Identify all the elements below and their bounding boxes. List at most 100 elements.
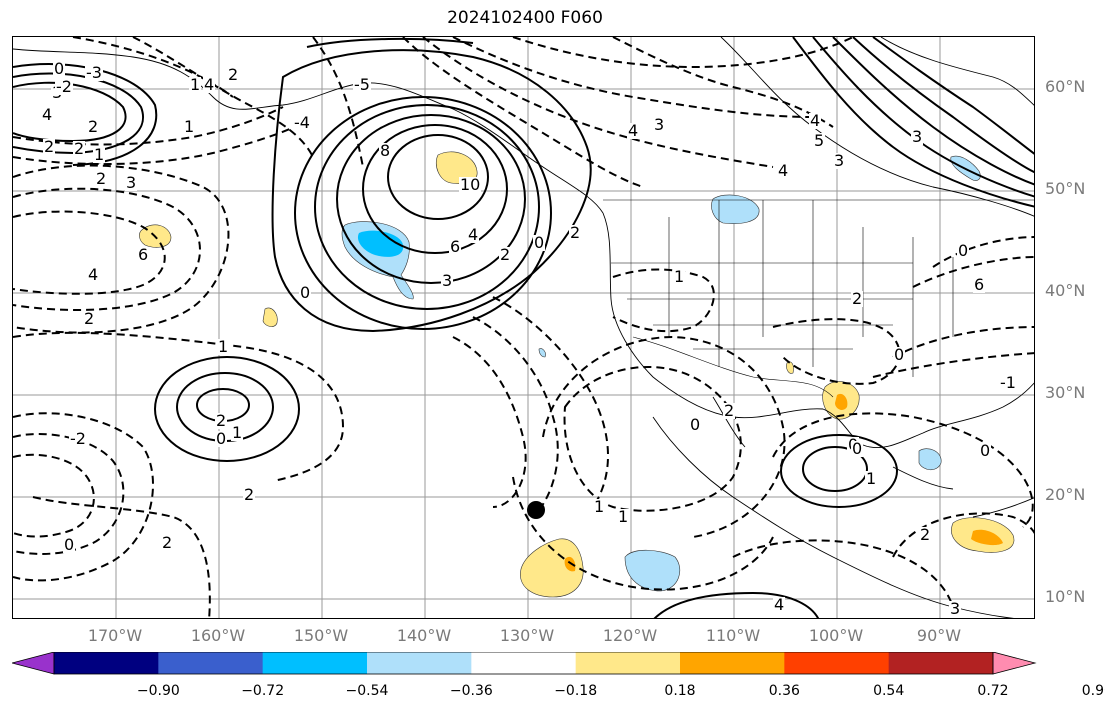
colorbar-tick-label: 0.18 xyxy=(664,683,696,699)
contour-label: 3 xyxy=(125,173,138,192)
contour-label: 6 xyxy=(973,275,986,294)
patch-cyan xyxy=(357,230,404,257)
contour-label: 4 xyxy=(773,595,786,614)
lon-label-90w: 90°W xyxy=(916,626,962,645)
lat-label-30n: 30°N xyxy=(1045,383,1086,402)
patch-yellow xyxy=(520,538,584,598)
lon-label-100w: 100°W xyxy=(808,626,864,645)
contour-label: 1 xyxy=(593,497,606,516)
colorbar-segment xyxy=(54,652,159,674)
lon-label-160w: 160°W xyxy=(190,626,246,645)
colorbar-tick-label: 0.36 xyxy=(768,683,800,699)
colorbar-segment xyxy=(367,652,472,674)
station-marker xyxy=(527,501,545,519)
coastlines xyxy=(13,37,1034,618)
colorbar-segment xyxy=(680,652,785,674)
contour-label: 1 xyxy=(183,117,196,136)
colorbar-tick-label: −0.90 xyxy=(136,683,180,699)
patch-orange xyxy=(835,393,848,410)
contour-label: 0 xyxy=(215,429,228,448)
contour-label: 2 xyxy=(215,411,228,430)
patch-yellow xyxy=(262,307,278,327)
contour-label: -1 xyxy=(999,373,1017,392)
patch-lightblue xyxy=(538,348,546,358)
contour-label: 4 xyxy=(777,161,790,180)
contour-label: 0 xyxy=(63,535,76,554)
contour-label: 2 xyxy=(73,139,86,158)
positive-contours xyxy=(13,37,1034,618)
contour-label: 0 xyxy=(893,345,906,364)
contour-label: 2 xyxy=(569,223,582,242)
contour-label: 4 xyxy=(87,265,100,284)
contour-label: 8 xyxy=(379,141,392,160)
lat-label-60n: 60°N xyxy=(1045,77,1086,96)
contour-label: 3 xyxy=(653,115,666,134)
contour-label: 1 xyxy=(673,267,686,286)
contour-label: 1 xyxy=(217,337,230,356)
contour-label: 0 xyxy=(979,441,992,460)
contour-label: 4 xyxy=(467,225,480,244)
contour-label: 2 xyxy=(227,65,240,84)
colorbar-segment xyxy=(784,652,890,674)
contour-label: 10 xyxy=(459,175,482,194)
negative-contours xyxy=(13,37,1034,618)
contour-label: 1 xyxy=(189,75,202,94)
contour-label: 3 xyxy=(949,599,962,618)
contour-label: 4 xyxy=(809,111,822,130)
contour-label: 0 xyxy=(957,241,970,260)
patch-lightblue xyxy=(918,448,942,471)
shaded-patches xyxy=(139,151,1015,598)
contour-label: -2 xyxy=(69,429,87,448)
patch-orange xyxy=(971,529,1003,546)
contour-label: 2 xyxy=(83,309,96,328)
colorbar-segment xyxy=(575,652,681,674)
colorbar-segment xyxy=(158,652,264,674)
map-title: 2024102400 F060 xyxy=(447,8,603,28)
colorbar-tick-label: 0.72 xyxy=(977,683,1009,699)
contour-label: 3 xyxy=(833,151,846,170)
contour-label: 0 xyxy=(689,415,702,434)
contour-label: 4 xyxy=(203,75,216,94)
contour-label: 2 xyxy=(499,245,512,264)
contour-label: 0 xyxy=(533,233,546,252)
contour-label: 6 xyxy=(449,237,462,256)
contour-label: 2 xyxy=(161,533,174,552)
contour-label: 1 xyxy=(231,423,244,442)
lon-label-140w: 140°W xyxy=(396,626,452,645)
colorbar-segment xyxy=(262,652,368,674)
contour-label: -2 xyxy=(55,77,73,96)
contour-label: 0 xyxy=(851,439,864,458)
lon-label-120w: 120°W xyxy=(602,626,658,645)
contour-label: 0 xyxy=(299,283,312,302)
colorbar-tick-label: −0.72 xyxy=(241,683,285,699)
lat-label-20n: 20°N xyxy=(1045,485,1086,504)
lon-label-130w: 130°W xyxy=(499,626,555,645)
contour-label: 1 xyxy=(865,469,878,488)
colorbar-tick-label: −0.18 xyxy=(554,683,598,699)
patch-orange xyxy=(564,556,576,572)
contour-label: 2 xyxy=(95,169,108,188)
contour-label: -3 xyxy=(85,63,103,82)
lat-label-10n: 10°N xyxy=(1045,587,1086,606)
contour-label: 5 xyxy=(813,131,826,150)
contour-label: 2 xyxy=(851,289,864,308)
contour-label: 2 xyxy=(243,485,256,504)
contour-label: -4 xyxy=(293,113,311,132)
contour-label: 4 xyxy=(627,121,640,140)
colorbar-tick-label: −0.54 xyxy=(345,683,389,699)
colorbar-frame xyxy=(53,652,994,675)
colorbar-tick-label: −0.36 xyxy=(449,683,493,699)
contour-label: 2 xyxy=(919,525,932,544)
colorbar xyxy=(12,652,1037,675)
contour-label: 1 xyxy=(617,507,630,526)
lon-label-110w: 110°W xyxy=(705,626,761,645)
contour-label: 4 xyxy=(41,105,54,124)
colorbar-segment xyxy=(471,652,577,674)
contour-label: 3 xyxy=(441,271,454,290)
colorbar-tick-label: 0.54 xyxy=(873,683,905,699)
colorbar-tick-label: 0.90 xyxy=(1081,683,1105,699)
patch-lightblue xyxy=(624,549,681,592)
contour-label: 0 xyxy=(53,59,66,78)
colorbar-extend-low xyxy=(12,652,55,675)
contour-label: 1 xyxy=(93,145,106,164)
